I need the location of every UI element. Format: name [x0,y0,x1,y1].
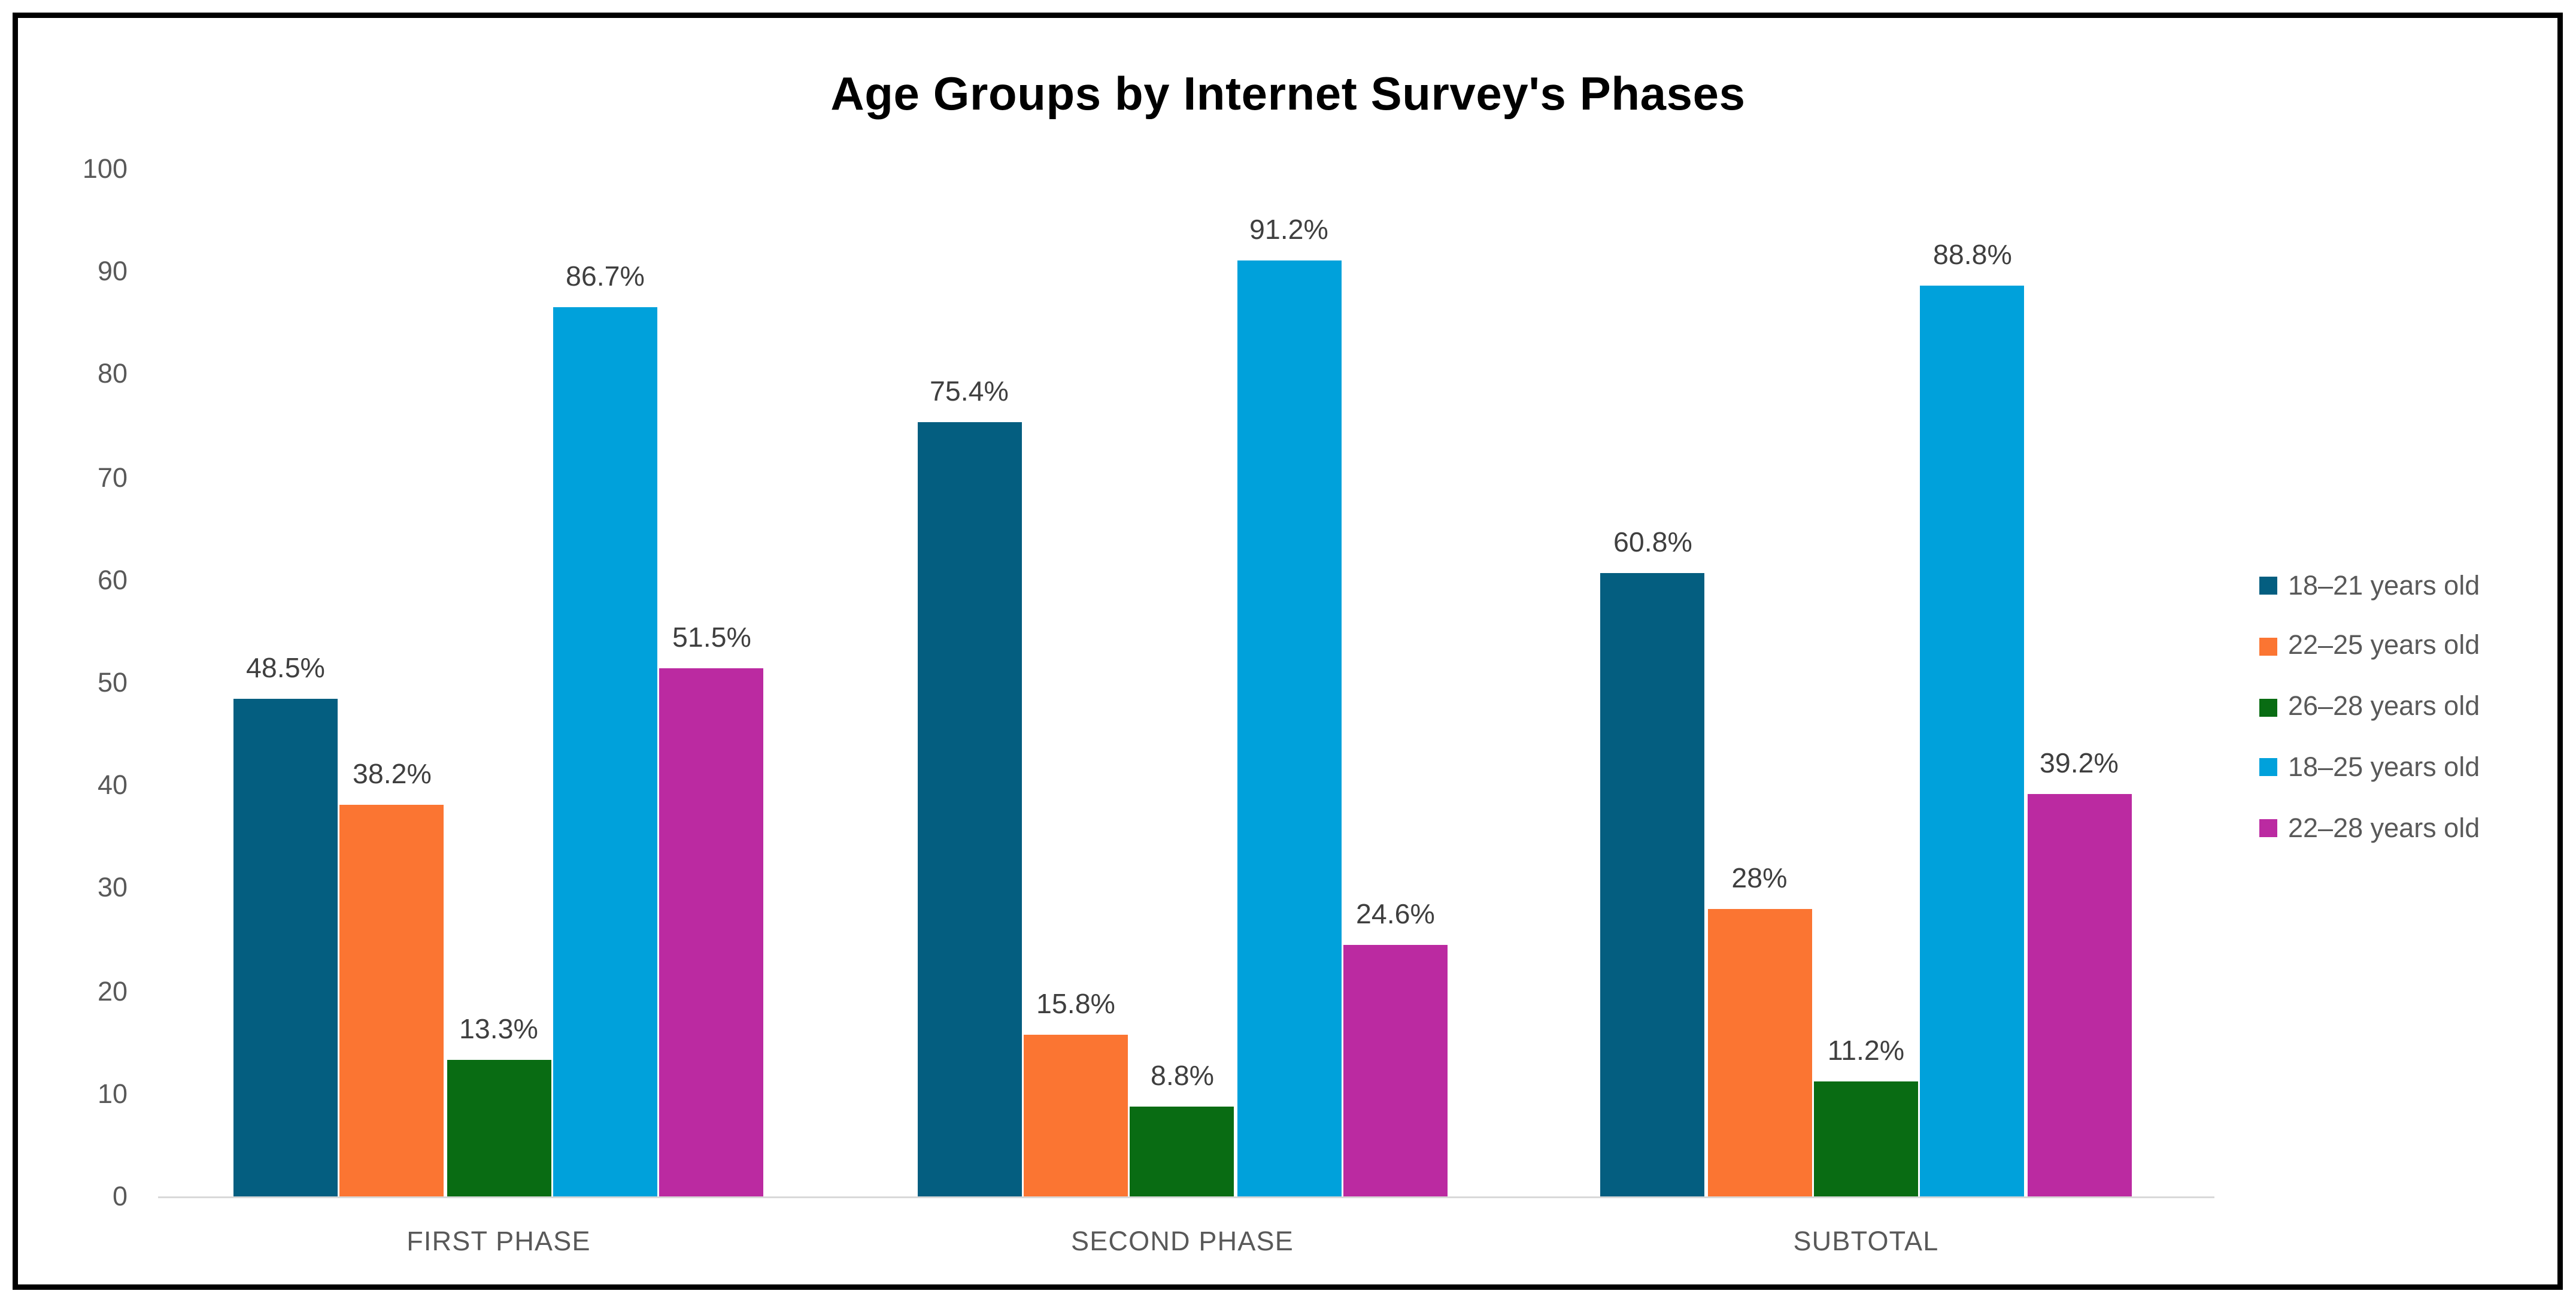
bar-18–21-years-old [233,699,338,1198]
data-label: 8.8% [1150,1062,1214,1093]
data-label: 51.5% [672,623,751,654]
plot-area: 0 10 20 30 40 50 60 70 80 90 100 48.5% 75.4% 60.8% 38.… [18,18,2558,1285]
y-axis-tick-label: 50 [97,668,128,699]
bar-18–21-years-old [1600,572,1705,1198]
legend-swatch-icon [2259,637,2277,656]
bar-22–25-years-old [1707,909,1812,1198]
data-label: 60.8% [1613,528,1692,559]
data-label: 39.2% [2040,749,2119,780]
chart-title: Age Groups by Internet Survey's Phases [830,66,1746,120]
bar-22–28-years-old [2026,794,2131,1198]
bar-22–25-years-old [339,804,444,1198]
bar-18–25-years-old [1920,284,2025,1198]
y-axis-tick-label: 0 [112,1182,128,1213]
data-label: 13.3% [459,1016,538,1047]
y-axis-tick-label: 30 [97,874,128,905]
legend-item: 18–21 years old [2259,568,2480,604]
y-axis-tick-label: 100 [82,154,128,185]
legend-label: 22–28 years old [2288,813,2480,844]
y-axis-tick-label: 10 [97,1079,128,1110]
data-label: 75.4% [930,377,1009,408]
data-label: 15.8% [1036,990,1115,1021]
x-axis-line [158,1196,2214,1199]
bar-18–21-years-old [917,422,1021,1198]
legend-label: 18–25 years old [2288,752,2480,783]
legend-item: 22–28 years old [2259,810,2480,846]
bar-26–28-years-old [446,1060,551,1198]
data-label: 28% [1731,864,1788,895]
legend-swatch-icon [2259,819,2277,837]
y-axis-tick-label: 60 [97,565,128,596]
bar-18–25-years-old [1236,260,1341,1198]
bar-22–28-years-old [1343,944,1448,1198]
bar-26–28-years-old [1130,1107,1234,1198]
category-label: SECOND PHASE [1070,1227,1294,1257]
bar-26–28-years-old [1813,1082,1918,1198]
legend-item: 22–25 years old [2259,628,2480,664]
y-axis-tick-label: 90 [97,257,128,288]
y-axis-tick-label: 70 [97,462,128,493]
legend-swatch-icon [2259,577,2277,595]
data-label: 24.6% [1356,899,1435,931]
legend-label: 18–21 years old [2288,570,2480,601]
chart-frame: Age Groups by Internet Survey's Phases 0… [13,13,2563,1290]
category-label: FIRST PHASE [406,1227,591,1257]
legend-label: 22–25 years old [2288,631,2480,662]
bar-22–25-years-old [1024,1035,1128,1198]
bar-18–25-years-old [553,306,657,1198]
category-label: SUBTOTAL [1793,1227,1939,1257]
data-label: 86.7% [566,261,645,292]
data-label: 38.2% [353,759,432,790]
legend-swatch-icon [2259,758,2277,777]
y-axis-tick-label: 80 [97,360,128,391]
data-label: 88.8% [1933,240,2012,271]
legend-swatch-icon [2259,698,2277,716]
data-label: 11.2% [1827,1037,1905,1068]
legend-item: 18–25 years old [2259,750,2480,786]
legend-label: 26–28 years old [2288,692,2480,722]
data-label: 48.5% [246,654,325,685]
data-label: 91.2% [1249,215,1328,246]
y-axis-tick-label: 20 [97,976,128,1007]
legend-item: 26–28 years old [2259,689,2480,725]
y-axis-tick-label: 40 [97,771,128,802]
bar-22–28-years-old [659,668,764,1198]
